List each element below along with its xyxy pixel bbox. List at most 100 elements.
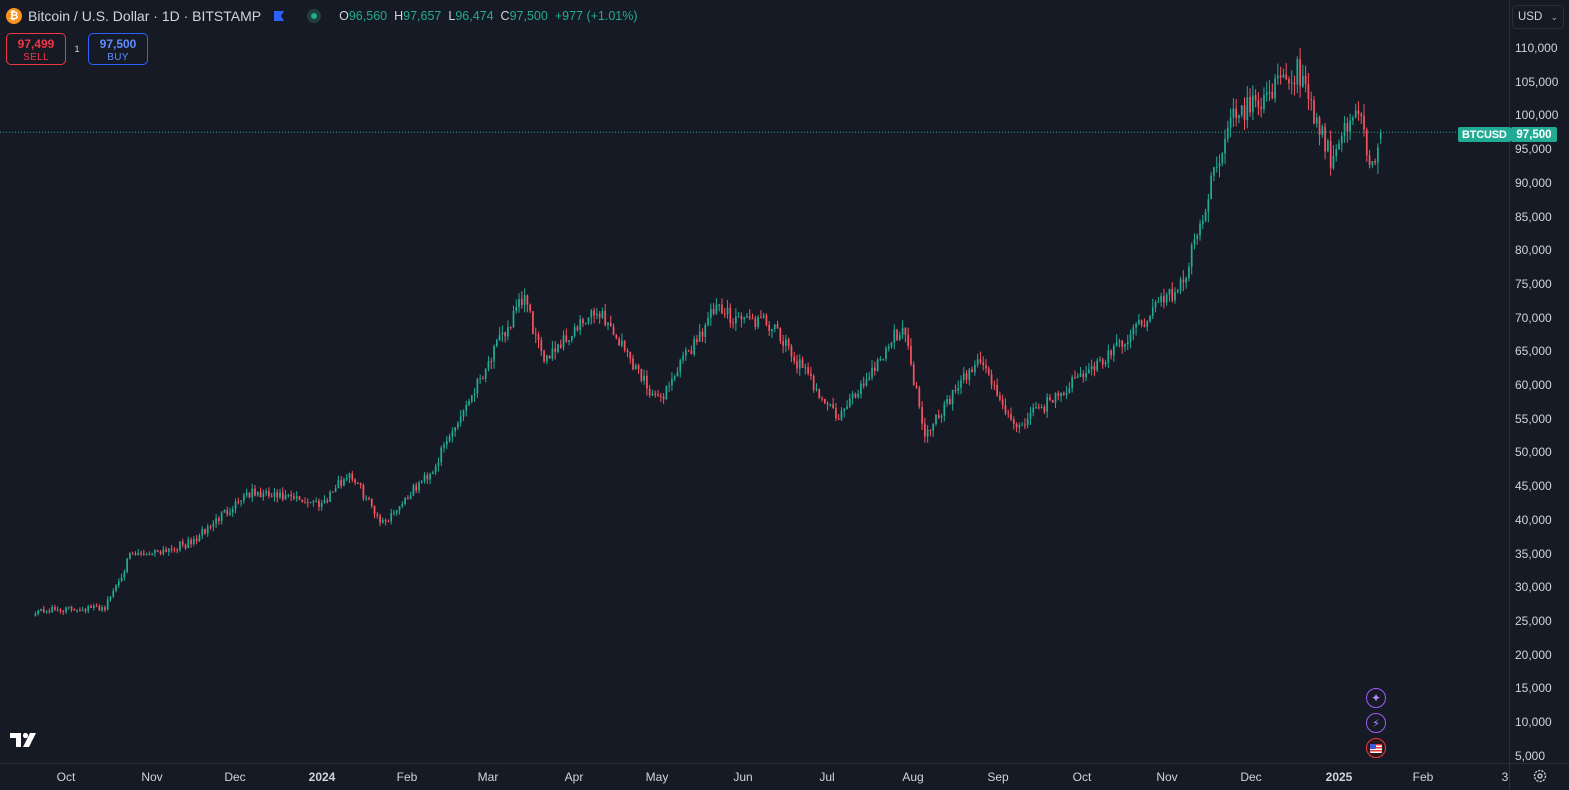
candle [1340, 131, 1343, 152]
candle [979, 351, 982, 365]
candle [693, 335, 696, 357]
candle [432, 470, 434, 475]
candle [662, 393, 665, 404]
flag-icon[interactable] [273, 10, 285, 22]
time-axis-label: May [645, 770, 669, 784]
time-axis-label: Sep [987, 770, 1009, 784]
candle [687, 349, 690, 352]
candle [657, 389, 659, 398]
candle [1235, 99, 1238, 127]
candle [612, 323, 615, 336]
candle [601, 307, 604, 320]
time-axis-label: Dec [224, 770, 246, 784]
time-axis-label: Apr [564, 770, 584, 784]
sell-button[interactable]: 97,499 SELL [6, 33, 66, 65]
time-axis-label: Jun [733, 770, 753, 784]
candle [1154, 300, 1157, 313]
candle [532, 310, 534, 335]
symbol-title[interactable]: Bitcoin / U.S. Dollar · 1D · BITSTAMP [28, 8, 262, 24]
candle [190, 537, 192, 548]
buy-button[interactable]: 97,500 BUY [88, 33, 148, 65]
candle [882, 358, 885, 361]
candle [290, 490, 292, 502]
candle [618, 336, 620, 346]
candle [293, 492, 295, 501]
candle [56, 606, 59, 612]
candle [943, 400, 946, 422]
us-flag-icon[interactable] [1366, 738, 1386, 758]
chart-area[interactable] [0, 0, 1509, 763]
lightning-icon[interactable]: ⚡ [1366, 713, 1386, 733]
candle [718, 303, 721, 312]
candle [843, 408, 846, 418]
candle [48, 608, 51, 614]
candle [306, 498, 309, 508]
price-axis-label: 85,000 [1515, 209, 1552, 224]
candle [879, 356, 882, 362]
candle [1246, 86, 1249, 129]
candle [1377, 143, 1379, 174]
candle [1190, 242, 1193, 275]
candle [507, 320, 509, 341]
candle [971, 366, 973, 373]
candle [671, 372, 673, 391]
candle [932, 422, 935, 437]
candle [1299, 48, 1301, 98]
candle [921, 401, 923, 430]
candle [412, 483, 415, 497]
price-axis-label: 100,000 [1515, 108, 1559, 123]
candle [1324, 123, 1326, 160]
candle [796, 354, 798, 374]
candle [515, 299, 518, 314]
candle [251, 483, 254, 502]
time-scale[interactable]: Oct Nov Dec 2024 Feb Mar Apr May Jun Jul Aug Sep Oct… [0, 763, 1509, 790]
candle [757, 315, 759, 330]
open-label: O [339, 9, 349, 23]
candle [459, 410, 462, 427]
candle [673, 374, 676, 382]
candle [315, 497, 318, 503]
candle [304, 497, 306, 504]
candle [990, 369, 993, 390]
candle [823, 398, 826, 405]
candle [1329, 130, 1332, 176]
candle [268, 487, 270, 499]
candle [1060, 392, 1062, 402]
candle [362, 483, 365, 501]
tradingview-logo-icon[interactable] [10, 731, 40, 754]
settings-gear-icon[interactable] [1531, 767, 1549, 785]
candle [1104, 359, 1107, 367]
price-scale[interactable] [1509, 0, 1569, 763]
candle [79, 607, 81, 612]
candle [1171, 282, 1174, 303]
candle [537, 331, 540, 349]
candle [1318, 115, 1321, 146]
candle [1271, 83, 1274, 100]
market-open-icon[interactable] [307, 9, 322, 23]
candle [965, 370, 968, 384]
sparkle-icon[interactable]: ✦ [1366, 688, 1386, 708]
candle [495, 338, 498, 348]
candle [201, 526, 204, 540]
candle [1279, 66, 1282, 85]
candle [504, 331, 507, 343]
currency-select[interactable]: USD ⌄ [1512, 5, 1564, 29]
candle [173, 547, 176, 553]
candle [1149, 314, 1151, 323]
candle [465, 400, 468, 417]
candle [707, 311, 709, 327]
time-axis-label: Nov [1156, 770, 1178, 784]
candle [571, 335, 573, 343]
candle [768, 321, 771, 336]
candle [746, 313, 748, 319]
candle [359, 482, 362, 489]
candle [276, 489, 279, 503]
candle [1074, 370, 1076, 380]
candle [1357, 101, 1360, 121]
candle [1185, 276, 1187, 289]
candle [765, 313, 768, 327]
candle [807, 362, 809, 376]
candle [846, 400, 848, 410]
candle [1215, 156, 1218, 173]
candle [640, 368, 643, 383]
